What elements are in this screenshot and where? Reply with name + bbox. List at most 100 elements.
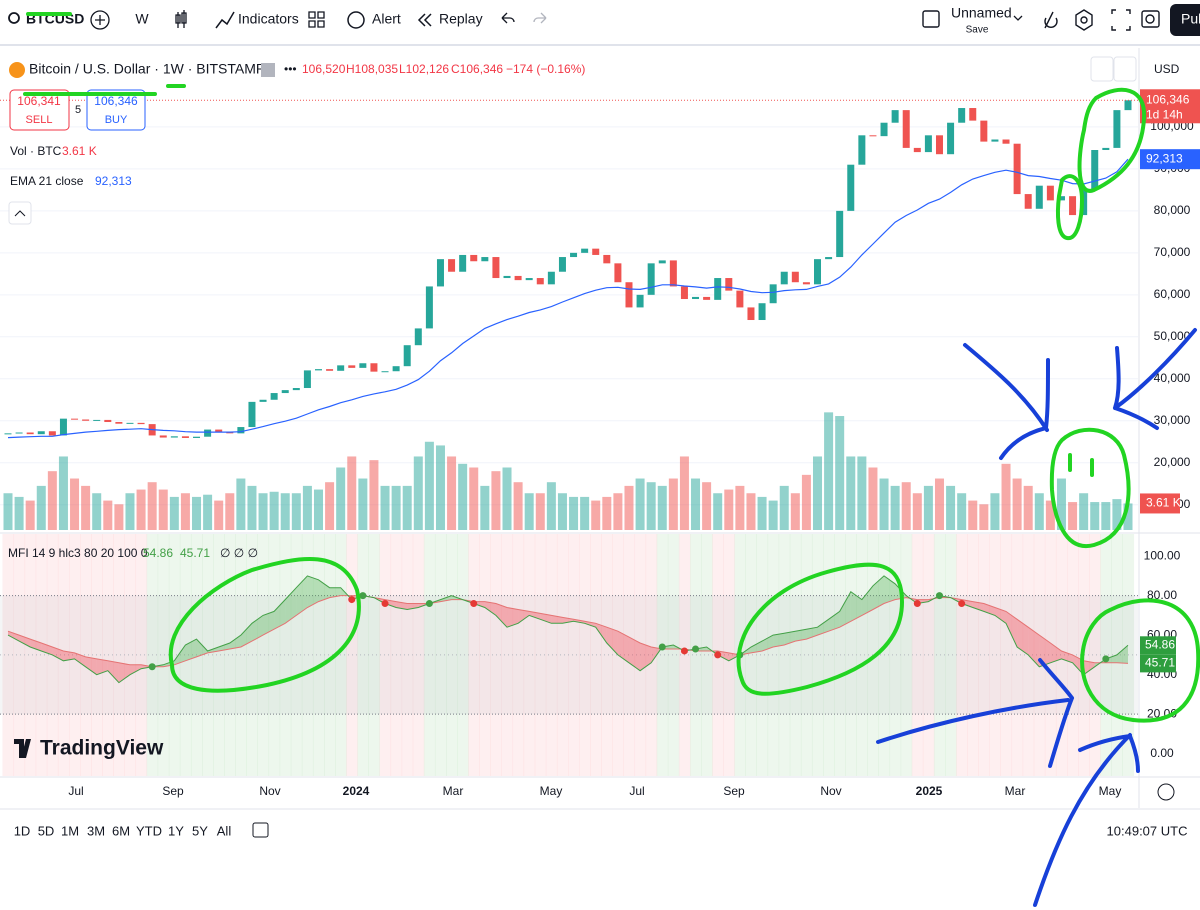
range-button[interactable]: 5Y <box>192 823 208 838</box>
mfi-zone <box>601 534 613 776</box>
mfi-zone <box>512 534 525 776</box>
templates-icon[interactable] <box>308 11 325 28</box>
chart-type-icon[interactable] <box>175 10 187 28</box>
legend-more[interactable]: ••• <box>284 62 297 76</box>
alert-button[interactable]: Alert <box>372 11 401 27</box>
range-button[interactable]: 1Y <box>168 823 184 838</box>
save-button[interactable]: Save <box>966 25 989 36</box>
mfi-zone <box>656 534 669 776</box>
add-icon <box>95 15 105 25</box>
collapse-legend[interactable] <box>8 201 32 225</box>
candle-body <box>614 263 622 283</box>
replay-button[interactable]: Replay <box>439 11 483 27</box>
candle-body <box>381 371 389 373</box>
candle-body <box>603 254 611 264</box>
indicators-button[interactable]: Indicators <box>238 11 299 27</box>
legend-change: −174 (−0.16%) <box>506 62 585 76</box>
sell-box[interactable] <box>9 89 70 131</box>
mfi-zone <box>1044 534 1057 776</box>
publish-button[interactable]: Pub <box>1181 11 1200 27</box>
volume-bar <box>790 493 800 530</box>
range-button[interactable]: 3M <box>87 823 105 838</box>
candle-body <box>658 260 666 264</box>
buy-label: BUY <box>105 114 128 126</box>
volume-bar <box>447 456 457 530</box>
scroll-button[interactable] <box>1090 56 1114 82</box>
candle-body <box>647 263 655 295</box>
candle-body <box>536 278 544 285</box>
volume-bar <box>14 496 24 530</box>
mfi-zone <box>168 534 181 776</box>
volume-bar <box>70 478 80 530</box>
indicators-icon <box>215 11 235 29</box>
layout-name[interactable]: Unnamed <box>951 5 1012 21</box>
volume-bar <box>868 467 878 530</box>
candle-body <box>902 110 910 148</box>
candle-body <box>370 363 378 372</box>
annotation-arrow <box>1113 328 1197 430</box>
candle-body <box>1091 150 1099 190</box>
market-status <box>261 63 275 77</box>
settings[interactable] <box>1075 9 1093 31</box>
snapshot[interactable] <box>1141 10 1160 28</box>
search-icon[interactable] <box>8 12 20 24</box>
range-button[interactable]: 1D <box>14 823 31 838</box>
annotation-circle <box>1049 427 1131 549</box>
mfi-badge <box>1140 636 1176 655</box>
candle-body <box>514 275 522 281</box>
buy-box[interactable] <box>86 89 146 131</box>
layout-menu[interactable] <box>1013 15 1023 21</box>
volume-bar <box>1101 502 1111 530</box>
mfi-zone <box>856 534 868 776</box>
fullscreen[interactable] <box>1111 9 1131 31</box>
annotations <box>23 12 1200 907</box>
mfi-zone <box>1055 534 1068 776</box>
mfi-zone <box>24 534 37 776</box>
volume-bar <box>136 489 146 530</box>
range-button[interactable]: 1M <box>61 823 79 838</box>
candle-body <box>436 259 444 287</box>
candle-body <box>802 282 810 285</box>
undo[interactable] <box>501 12 515 24</box>
mfi-zone <box>723 534 735 776</box>
range-button[interactable]: All <box>217 823 232 838</box>
range-button[interactable]: YTD <box>136 823 162 838</box>
volume-bar <box>358 478 368 530</box>
mfi-fill <box>828 611 840 632</box>
volume-bar <box>679 456 689 530</box>
candle-body <box>71 418 79 420</box>
volume-bar <box>724 489 734 530</box>
maximize-button[interactable] <box>1113 56 1137 82</box>
volume-bar <box>535 493 545 530</box>
currency[interactable]: USD <box>1154 62 1180 76</box>
range-button[interactable]: 5D <box>38 823 55 838</box>
volume-bar <box>47 471 57 530</box>
redo[interactable] <box>533 12 547 24</box>
volume-bar <box>901 482 911 530</box>
volume-bar <box>946 485 956 530</box>
layout-icon[interactable] <box>922 10 940 28</box>
scale-settings[interactable] <box>1157 783 1175 801</box>
candle-body <box>935 135 943 155</box>
mfi-tick-label: 80.00 <box>1147 588 1177 602</box>
volume-bar <box>391 485 401 530</box>
volume-bar <box>824 412 834 530</box>
volume-bar <box>1045 500 1055 530</box>
volume-bar <box>1023 485 1033 530</box>
volume-bar <box>1079 493 1089 530</box>
quick-search[interactable] <box>1044 11 1058 29</box>
mfi-zone <box>113 534 125 776</box>
range-button[interactable]: 6M <box>112 823 130 838</box>
candle-body <box>1035 185 1043 209</box>
volume-bar <box>879 478 889 530</box>
mfi-fill <box>872 575 885 610</box>
candle-body <box>869 135 877 137</box>
candle-body <box>104 419 112 423</box>
mfi-zone <box>446 534 458 776</box>
publish-bg[interactable] <box>1170 4 1200 36</box>
interval[interactable]: W <box>135 11 149 27</box>
date-range-icon[interactable] <box>252 822 269 838</box>
cross-dot <box>470 600 478 608</box>
add-symbol[interactable] <box>90 10 110 30</box>
sell-price: 106,341 <box>17 94 61 108</box>
